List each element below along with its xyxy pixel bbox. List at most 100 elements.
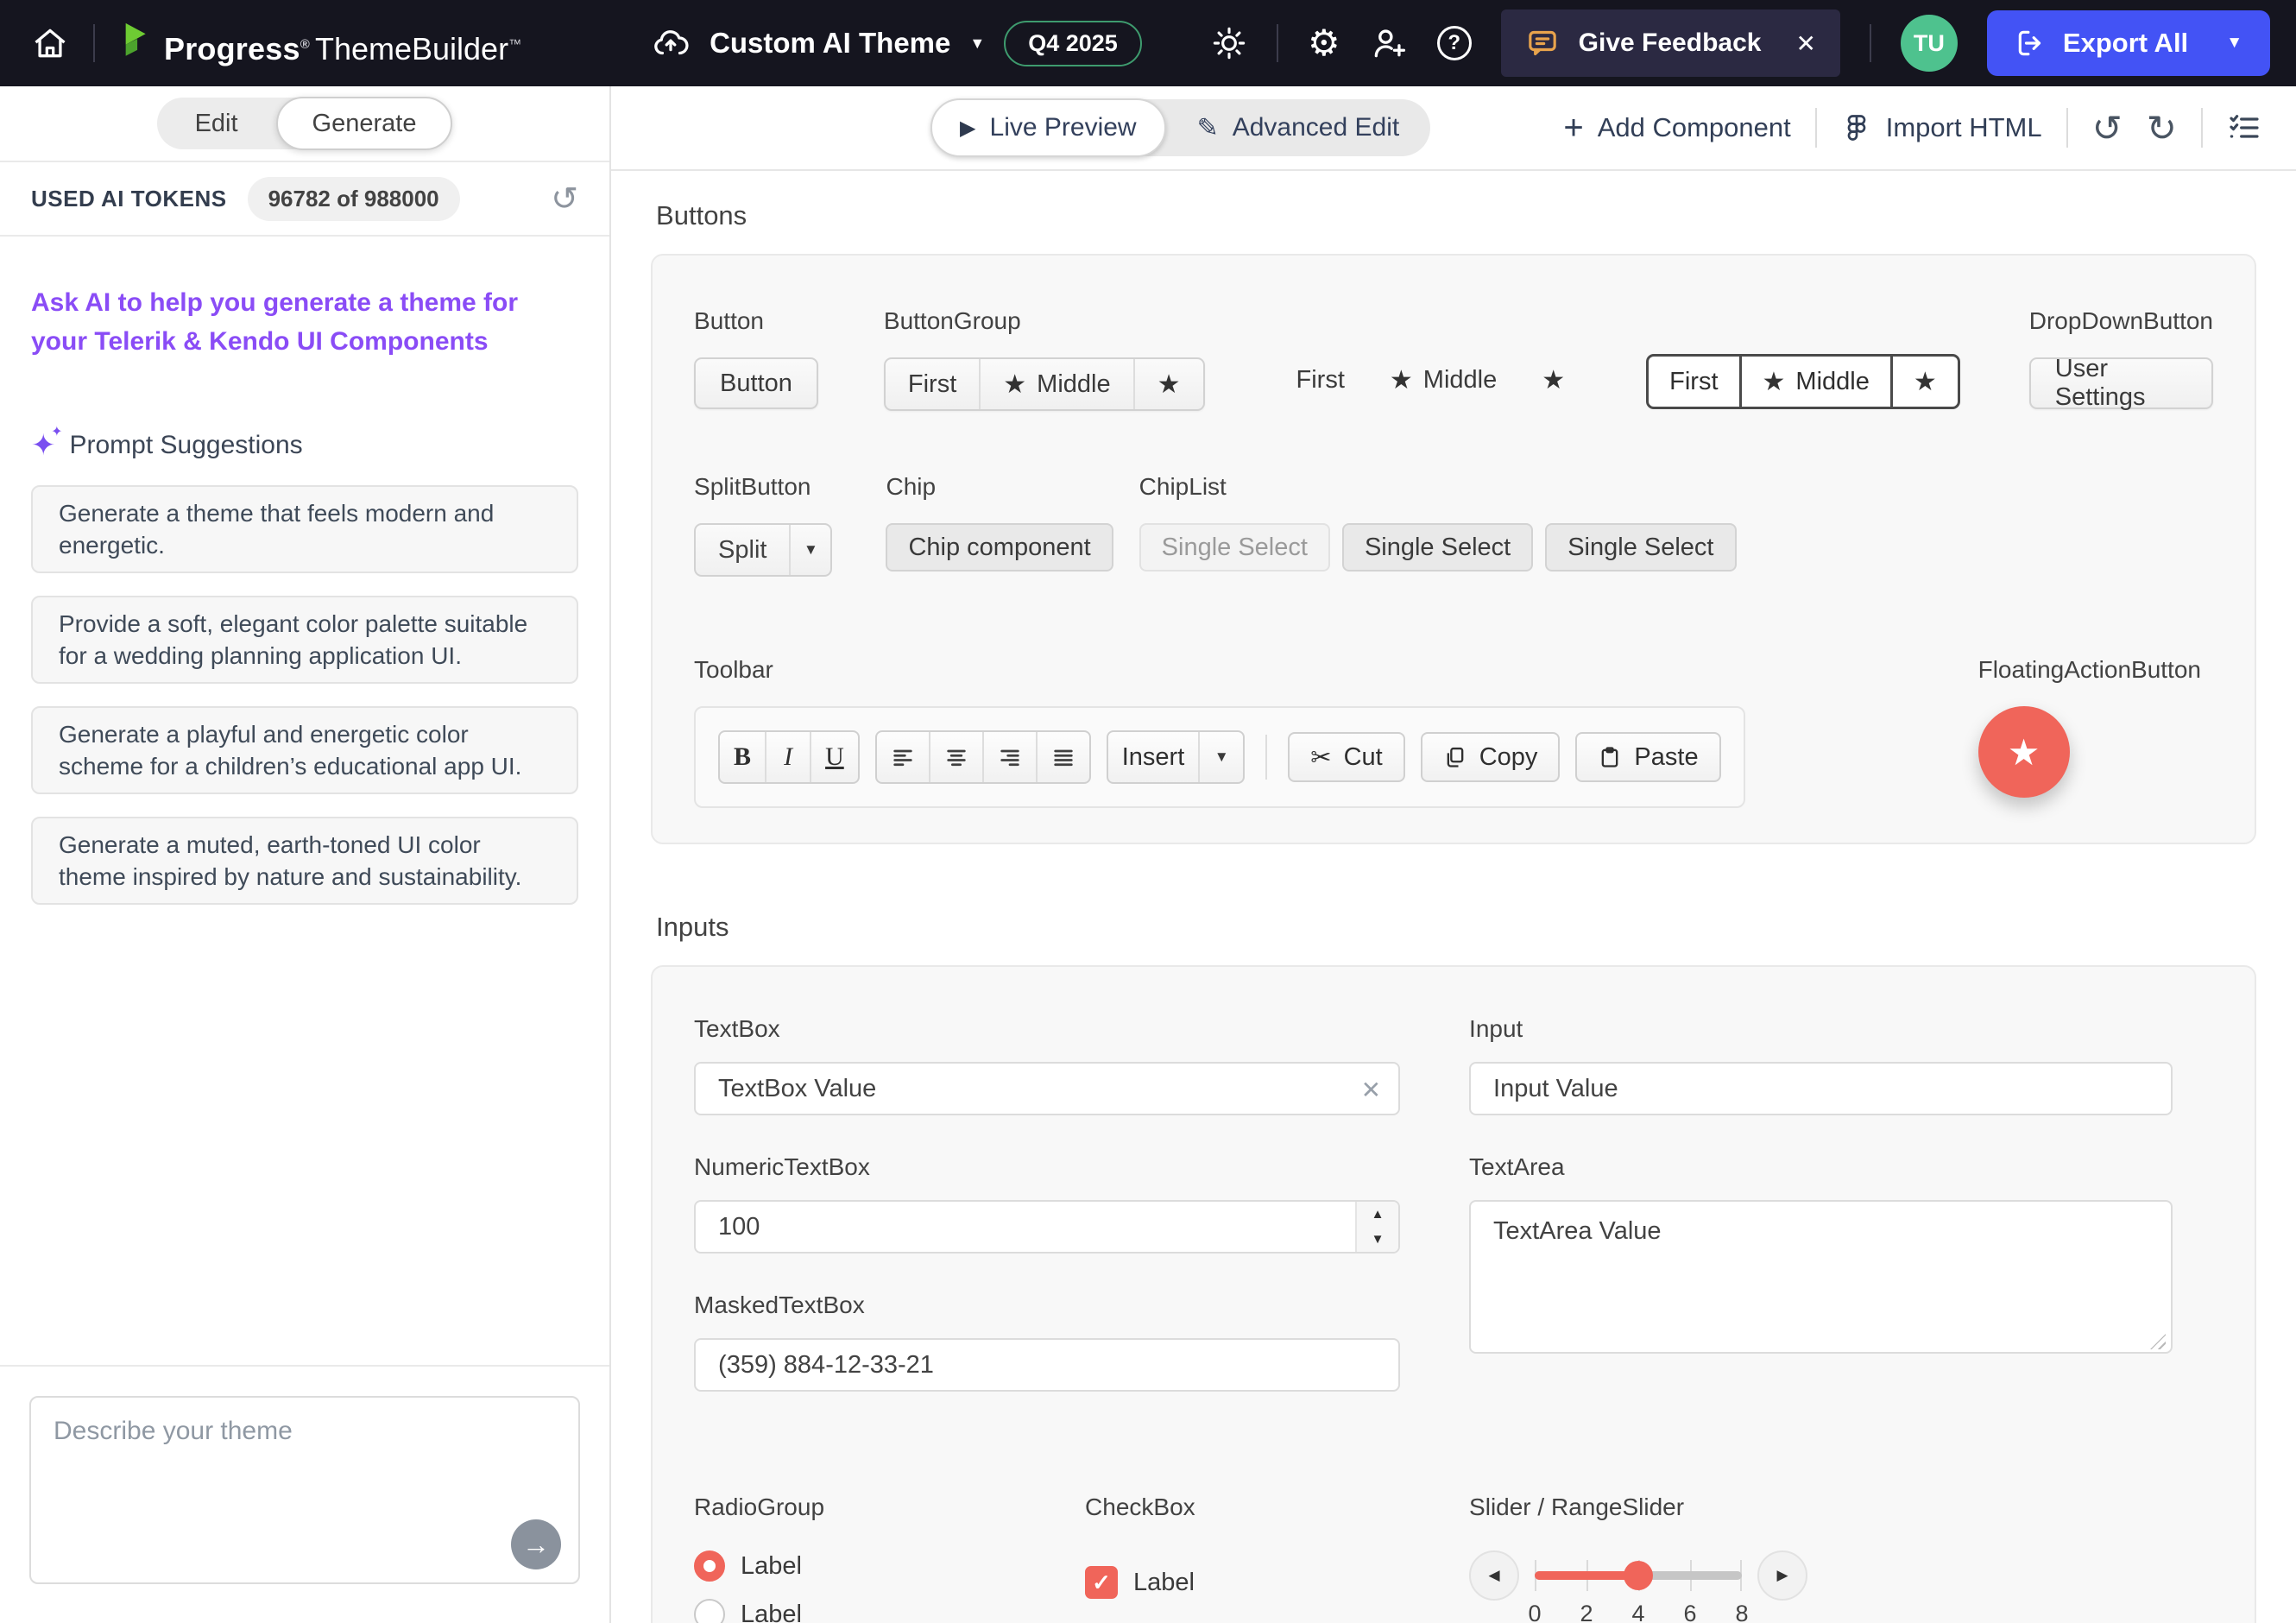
floating-action-button[interactable]: ★ xyxy=(1978,706,2070,798)
checkbox-demo-label: CheckBox xyxy=(1085,1494,1469,1521)
tab-live-preview[interactable]: ▶ Live Preview xyxy=(930,98,1166,157)
section-title-buttons: Buttons xyxy=(656,200,2256,231)
slider-increase-button[interactable]: ▶ xyxy=(1757,1550,1807,1601)
slider: ◀ ▶ xyxy=(1469,1550,1807,1601)
group-button-star[interactable]: ★ xyxy=(1133,359,1203,409)
toolbar-demo-label: Toolbar xyxy=(694,656,1745,684)
split-button-main[interactable]: Split xyxy=(696,525,789,575)
insert-split-button: Insert ▼ xyxy=(1107,730,1246,784)
user-avatar[interactable]: TU xyxy=(1901,15,1958,72)
clear-icon[interactable]: ✕ xyxy=(1361,1076,1381,1104)
toolbar-demo: Toolbar B I U xyxy=(694,656,1745,808)
submit-prompt-button[interactable]: → xyxy=(511,1519,561,1569)
export-all-button[interactable]: Export All ▼ xyxy=(1987,10,2270,76)
light-mode-icon[interactable] xyxy=(1211,25,1247,61)
group-button-first[interactable]: First xyxy=(1296,366,1345,395)
chevron-down-icon[interactable]: ▼ xyxy=(969,35,985,53)
paste-button[interactable]: Paste xyxy=(1575,732,1720,782)
group-button-first[interactable]: First xyxy=(1649,357,1738,407)
dismiss-feedback-icon[interactable]: ✕ xyxy=(1795,29,1815,58)
reset-tokens-icon[interactable]: ↺ xyxy=(551,180,578,218)
export-caret-icon[interactable]: ▼ xyxy=(2226,34,2242,53)
maskedtextbox-demo: MaskedTextBox xyxy=(694,1291,1400,1392)
copy-button[interactable]: Copy xyxy=(1421,732,1561,782)
preview-mode-toggle: ▶ Live Preview ✎ Advanced Edit xyxy=(930,99,1430,156)
suggestion-card[interactable]: Generate a theme that feels modern and e… xyxy=(31,485,578,573)
undo-icon[interactable]: ↺ xyxy=(2092,107,2123,149)
theme-prompt-input[interactable] xyxy=(29,1396,580,1584)
radio-checked-icon[interactable] xyxy=(694,1550,725,1582)
textbox-input[interactable] xyxy=(694,1062,1400,1115)
radio-unchecked-icon[interactable] xyxy=(694,1599,725,1623)
italic-button[interactable]: I xyxy=(765,732,810,782)
tab-edit[interactable]: Edit xyxy=(157,98,276,149)
group-button-star[interactable]: ★ xyxy=(1542,365,1565,395)
import-html-label: Import HTML xyxy=(1886,112,2042,143)
redo-icon[interactable]: ↻ xyxy=(2147,107,2177,149)
buttongroup-demo: ButtonGroup First ★Middle ★ xyxy=(884,307,1205,411)
home-icon[interactable] xyxy=(31,24,69,62)
textbox-demo: TextBox ✕ xyxy=(694,1015,1400,1115)
slider-track[interactable] xyxy=(1535,1550,1742,1601)
copy-icon xyxy=(1443,745,1467,769)
insert-button[interactable]: Insert xyxy=(1108,732,1199,782)
chip-single-select[interactable]: Single Select xyxy=(1545,523,1736,572)
tab-advanced-edit[interactable]: ✎ Advanced Edit xyxy=(1166,99,1431,156)
slider-handle[interactable] xyxy=(1624,1561,1653,1590)
preview-toolbar: ▶ Live Preview ✎ Advanced Edit + Add Com… xyxy=(611,86,2296,171)
insert-caret[interactable]: ▼ xyxy=(1198,732,1243,782)
demo-button[interactable]: Button xyxy=(694,357,818,409)
cut-button[interactable]: ✂Cut xyxy=(1288,732,1404,782)
checkbox-option[interactable]: ✓ Label xyxy=(1085,1566,1469,1599)
caret-down-icon: ▼ xyxy=(1214,748,1229,766)
underline-button[interactable]: U xyxy=(810,732,858,782)
chip-single-select[interactable]: Single Select xyxy=(1342,523,1533,572)
tab-generate[interactable]: Generate xyxy=(276,97,453,150)
edit-generate-toggle: Edit Generate xyxy=(157,98,453,149)
radio-label: Label xyxy=(741,1552,802,1581)
font-style-group: B I U xyxy=(718,730,860,784)
masked-input[interactable] xyxy=(694,1338,1400,1392)
star-icon: ★ xyxy=(1542,365,1565,395)
invite-user-icon[interactable] xyxy=(1370,24,1408,62)
suggestion-card[interactable]: Generate a playful and energetic color s… xyxy=(31,706,578,794)
slider-decrease-button[interactable]: ◀ xyxy=(1469,1550,1519,1601)
spinner-down-icon[interactable]: ▼ xyxy=(1357,1227,1398,1252)
group-button-first[interactable]: First xyxy=(886,359,979,409)
sparkle-icon: ✦✦ xyxy=(31,428,56,463)
splitbutton-demo-label: SplitButton xyxy=(694,473,832,501)
import-html-button[interactable]: Import HTML xyxy=(1841,112,2042,143)
group-button-middle[interactable]: ★Middle xyxy=(1390,365,1497,395)
dropdown-button[interactable]: User Settings xyxy=(2029,357,2213,409)
textarea-input[interactable]: TextArea Value xyxy=(1469,1200,2173,1354)
radio-option[interactable]: Label xyxy=(694,1550,1085,1582)
suggestion-card[interactable]: Generate a muted, earth-toned UI color t… xyxy=(31,817,578,905)
group-button-middle[interactable]: ★Middle xyxy=(979,359,1132,409)
checkbox-checked-icon[interactable]: ✓ xyxy=(1085,1566,1118,1599)
help-icon[interactable]: ? xyxy=(1437,26,1472,60)
spinner-up-icon[interactable]: ▲ xyxy=(1357,1202,1398,1227)
group-button-star[interactable]: ★ xyxy=(1890,357,1958,407)
numeric-input[interactable] xyxy=(694,1200,1400,1254)
checklist-icon[interactable] xyxy=(2227,111,2261,145)
group-button-middle[interactable]: ★Middle xyxy=(1739,357,1890,407)
give-feedback-button[interactable]: Give Feedback ✕ xyxy=(1501,9,1840,77)
plus-icon: + xyxy=(1563,109,1583,148)
align-center-button[interactable] xyxy=(929,732,982,782)
settings-gear-icon[interactable]: ⚙ xyxy=(1308,25,1340,61)
radio-option[interactable]: Label xyxy=(694,1599,1085,1623)
align-justify-button[interactable] xyxy=(1036,732,1089,782)
demo-toolbar: B I U Insert xyxy=(694,706,1745,808)
bold-button[interactable]: B xyxy=(720,732,765,782)
chip-single-select[interactable]: Single Select xyxy=(1139,523,1330,572)
split-button-caret[interactable]: ▼ xyxy=(789,525,830,575)
suggestion-card[interactable]: Provide a soft, elegant color palette su… xyxy=(31,596,578,684)
add-component-button[interactable]: + Add Component xyxy=(1563,109,1790,148)
feedback-bubble-icon xyxy=(1525,26,1560,60)
align-left-button[interactable] xyxy=(877,732,929,782)
chip[interactable]: Chip component xyxy=(886,523,1113,572)
theme-selector[interactable]: Custom AI Theme ▼ Q4 2025 xyxy=(651,21,1142,66)
logo-app: ThemeBuilder™ xyxy=(315,31,521,67)
align-right-button[interactable] xyxy=(982,732,1036,782)
plain-input[interactable] xyxy=(1469,1062,2173,1115)
